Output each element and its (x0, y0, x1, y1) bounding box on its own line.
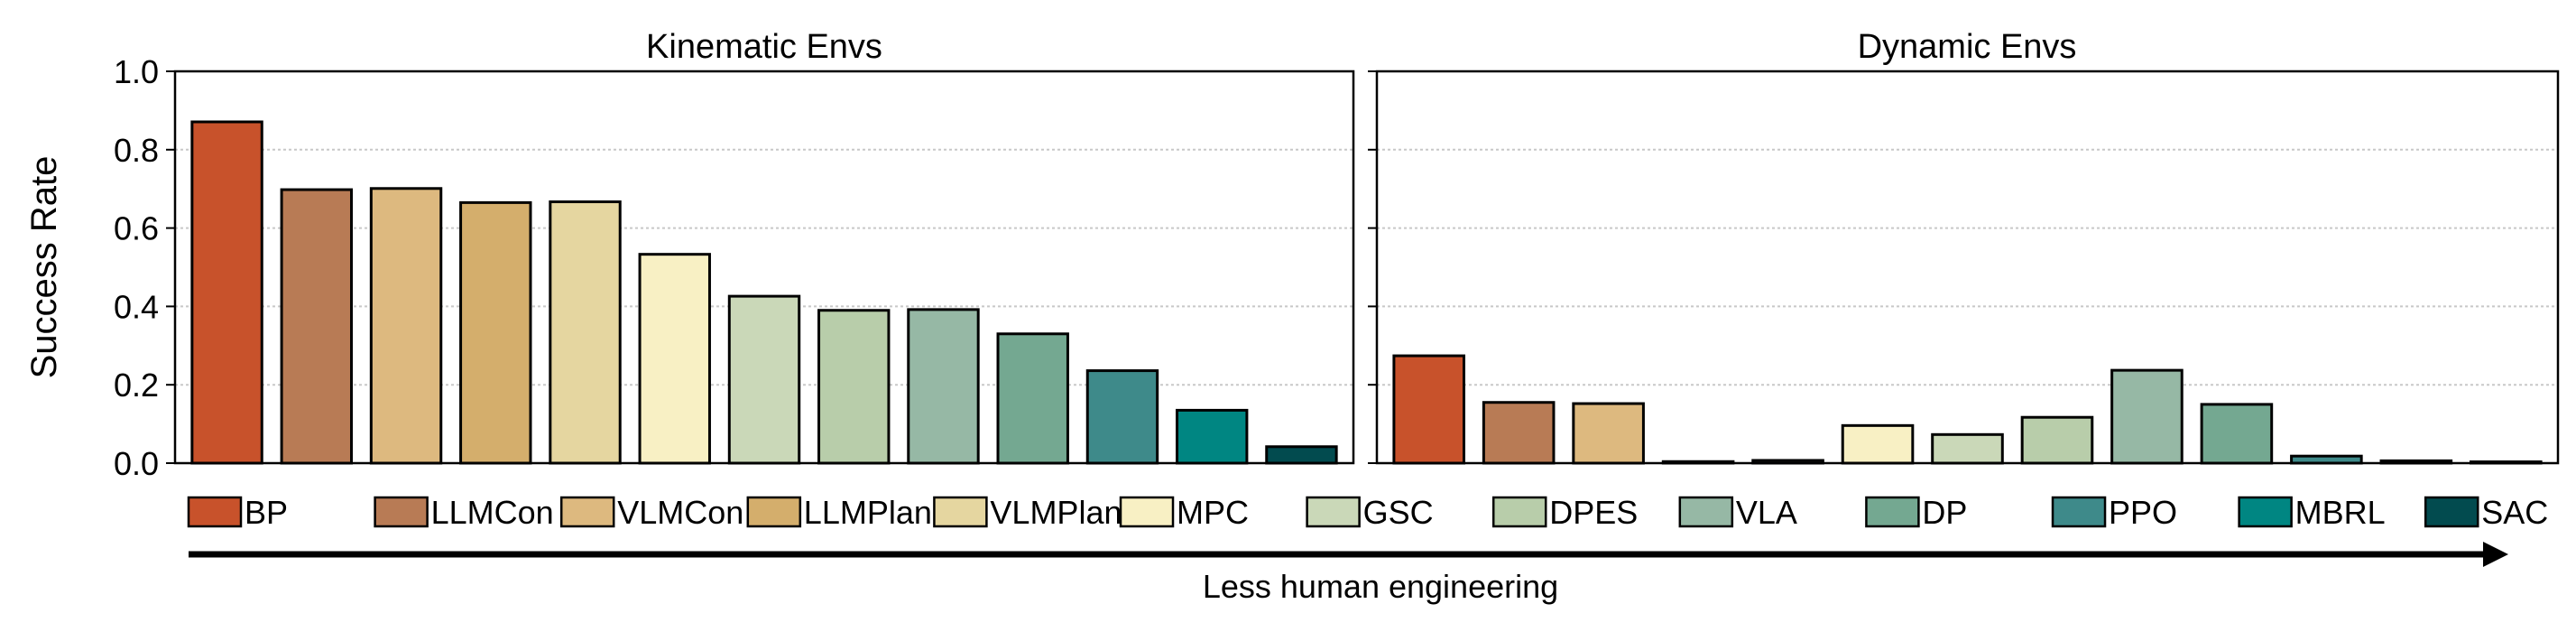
legend-item-mbrl: MBRL (2238, 494, 2386, 531)
bar-vla (2110, 368, 2184, 465)
bar-mpc (638, 253, 711, 465)
legend-item-mpc: MPC (1119, 494, 1249, 531)
bar-dp (2200, 403, 2274, 465)
legend-swatch (1119, 496, 1175, 528)
legend-item-dpes: DPES (1491, 494, 1638, 531)
bar-dpes (2020, 415, 2094, 465)
bar-bp (1392, 354, 1465, 465)
y-tick-label: 0.8 (114, 132, 159, 169)
y-tick-label: 0.4 (114, 288, 159, 325)
bar-bp (190, 120, 263, 465)
engineering-arrow (189, 542, 2508, 567)
legend-swatch (2238, 496, 2293, 528)
legend-swatch (1491, 496, 1547, 528)
legend-swatch (933, 496, 988, 528)
legend-item-llmplan: LLMPlan (746, 494, 932, 531)
plot-frame (1375, 70, 2560, 465)
bar-dpes (817, 309, 891, 465)
legend-label: LLMCon (431, 494, 554, 531)
legend-label: MBRL (2295, 494, 2386, 531)
y-tick-label: 0.2 (114, 367, 159, 404)
bar-gsc (1931, 432, 2004, 465)
legend-label: LLMPlan (804, 494, 932, 531)
bar-dp (996, 332, 1069, 465)
bar-vlmcon (369, 187, 443, 465)
legend-label: VLA (1736, 494, 1797, 531)
plot-frame (173, 70, 1355, 465)
legend-item-gsc: GSC (1306, 494, 1434, 531)
legend-label: PPO (2109, 494, 2177, 531)
bar-sac (1265, 445, 1338, 465)
panel-title-dynamic: Dynamic Envs (1858, 28, 2077, 66)
bar-vlmcon (1572, 402, 1645, 465)
bar-llmcon (1482, 401, 1556, 465)
bar-llmplan (459, 200, 532, 465)
legend-label: BP (245, 494, 288, 531)
legend-swatch (559, 496, 615, 528)
y-tick-label: 0.0 (114, 445, 159, 482)
legend-swatch (187, 496, 243, 528)
legend-swatch (746, 496, 802, 528)
legend-item-sac: SAC (2424, 494, 2548, 531)
y-axis-label: Success Rate (24, 156, 64, 379)
legend-swatch (1678, 496, 1734, 528)
legend-item-llmcon: LLMCon (374, 494, 554, 531)
legend-item-vlmplan: VLMPlan (933, 494, 1122, 531)
legend-label: DPES (1549, 494, 1638, 531)
bar-vlmplan (549, 200, 622, 465)
legend-item-dp: DP (1865, 494, 1967, 531)
legend-label: GSC (1363, 494, 1434, 531)
bar-llmcon (280, 188, 354, 465)
legend-item-vlmcon: VLMCon (559, 494, 743, 531)
bar-vla (907, 308, 980, 465)
bar-ppo (1085, 369, 1159, 465)
panel-0: 0.0 0.2 0.4 0.6 0.8 1.0 (114, 53, 1355, 482)
legend-label: VLMPlan (990, 494, 1122, 531)
bar-gsc (727, 294, 801, 465)
legend: BP LLMCon VLMCon LLMPlan VLMPlan MPC GSC DPES VL… (187, 494, 2548, 531)
legend-item-vla: VLA (1678, 494, 1797, 531)
arrow-label: Less human engineering (1203, 568, 1558, 605)
legend-swatch (2424, 496, 2479, 528)
panel-title-kinematic: Kinematic Envs (646, 28, 882, 66)
legend-swatch (1865, 496, 1920, 528)
bar-mpc (1841, 423, 1915, 465)
legend-label: DP (1922, 494, 1967, 531)
legend-swatch (374, 496, 429, 528)
legend-label: SAC (2481, 494, 2548, 531)
legend-item-bp: BP (187, 494, 288, 531)
bar-mbrl (1175, 408, 1249, 465)
legend-label: VLMCon (617, 494, 743, 531)
panel-1 (1368, 70, 2560, 465)
legend-swatch (1306, 496, 1361, 528)
y-tick-label: 0.6 (114, 210, 159, 247)
legend-label: MPC (1177, 494, 1249, 531)
legend-item-ppo: PPO (2051, 494, 2177, 531)
legend-swatch (2051, 496, 2107, 528)
y-tick-label: 1.0 (114, 53, 159, 90)
